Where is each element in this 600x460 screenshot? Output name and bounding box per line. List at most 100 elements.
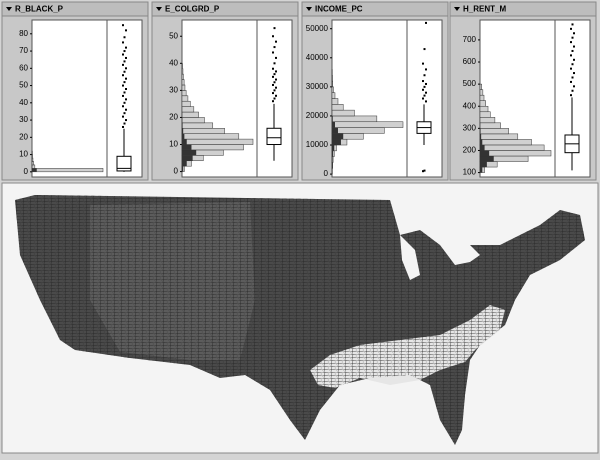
outlier [274,46,276,48]
outlier [573,59,575,61]
histogram-bar [480,145,544,151]
histogram-bar [182,74,183,79]
histogram-bar [332,110,354,116]
outlier [125,98,127,100]
outlier [422,89,424,91]
outlier [572,76,574,78]
outlier [573,72,575,74]
outlier [272,68,274,70]
y-tick-label: 600 [463,57,477,66]
selected-bar [480,156,494,162]
outlier [125,67,127,69]
histogram-bar [182,69,183,74]
histogram-bar [480,123,501,129]
box [267,128,281,144]
y-tick-label: 200 [463,146,477,155]
selected-bar [182,139,187,144]
outlier [272,76,274,78]
outlier [124,50,126,52]
histogram-bar [182,96,188,101]
y-tick-label: 50 [19,81,28,90]
outlier [125,119,127,121]
selected-bar [182,134,184,139]
histogram-bar [332,116,377,122]
outlier [425,68,427,70]
selected-bar [332,128,338,134]
histogram-bar [182,139,253,144]
outlier [274,27,276,29]
outlier [125,29,127,31]
selected-bar [332,133,343,139]
y-tick-label: 10 [19,150,28,159]
y-tick-label: 50000 [306,24,329,33]
outlier [573,46,575,48]
histogram-bar [32,168,103,171]
outlier [275,41,277,43]
y-tick-label: 300 [463,123,477,132]
y-tick-label: 80 [19,29,28,38]
outlier [274,89,276,91]
outlier [573,85,575,87]
histogram-bar [32,155,33,158]
histogram-bar [480,84,482,90]
histogram-bar [182,63,183,68]
histogram-bar [32,161,34,164]
outlier [572,23,574,25]
outlier [125,78,127,80]
outlier [124,71,126,73]
y-tick-label: 0 [174,167,179,176]
y-tick-label: 50 [169,31,178,40]
outlier [122,41,124,43]
panel-title: E_COLGRD_P [165,5,220,14]
selected-bar [480,128,481,134]
outlier [124,102,126,104]
histogram-bar [480,117,495,123]
y-tick-label: 30 [19,115,28,124]
outlier [424,95,426,97]
y-tick-label: 30000 [306,82,329,91]
histogram-bar [480,95,484,101]
outlier [272,35,274,37]
selected-bar [332,145,334,151]
outlier [275,70,277,72]
outlier [570,28,572,30]
selected-bar [182,128,183,133]
y-tick-label: 700 [463,35,477,44]
outlier [125,57,127,59]
y-tick-label: 40000 [306,53,329,62]
y-tick-label: 20 [169,113,178,122]
outlier [124,60,126,62]
outlier [125,47,127,49]
panel-title: R_BLACK_P [15,5,64,14]
outlier [425,100,427,102]
outlier [274,81,276,83]
y-tick-label: 10 [169,140,178,149]
histogram-bar [480,106,488,112]
histogram-bar [332,122,403,128]
y-tick-label: 30 [169,85,178,94]
histogram-bar [182,128,225,133]
outlier [425,92,427,94]
outlier [424,86,426,88]
panel-title: H_RENT_M [463,5,506,14]
outlier [272,84,274,86]
histogram-bar [32,165,35,168]
outlier [272,100,274,102]
outlier [570,81,572,83]
selected-bar [480,139,482,145]
outlier [570,68,572,70]
histogram-bar [182,101,190,106]
outlier [124,81,126,83]
histogram-bar [480,150,551,156]
outlier [572,63,574,65]
y-tick-label: 40 [19,98,28,107]
outlier [122,64,124,66]
outlier [122,54,124,56]
selected-bar [480,150,489,156]
outlier [124,91,126,93]
histogram-bar [332,128,384,134]
outlier [573,32,575,34]
